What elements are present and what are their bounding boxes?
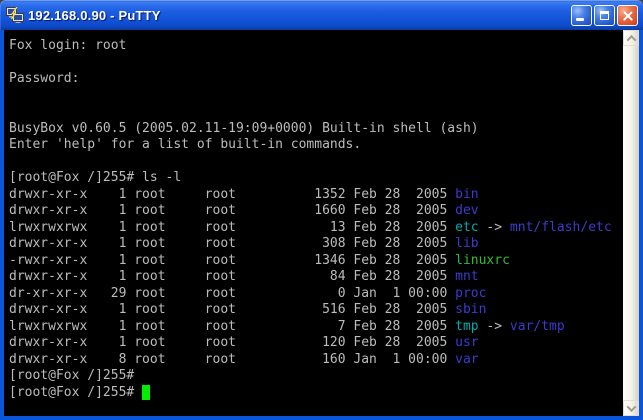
scrollbar <box>623 30 639 416</box>
close-icon <box>618 6 637 25</box>
scrollbar-up-button[interactable] <box>623 30 639 46</box>
maximize-button[interactable] <box>594 4 615 26</box>
terminal-line <box>9 88 623 105</box>
terminal-line: dr-xr-xr-x 29 root root 0 Jan 1 00:00 pr… <box>9 285 487 301</box>
terminal-line: Password: <box>9 71 80 86</box>
maximize-icon <box>600 10 609 20</box>
scrollbar-track[interactable] <box>623 46 639 400</box>
terminal-line: drwxr-xr-x 8 root root 160 Jan 1 00:00 v… <box>9 351 479 367</box>
terminal-output[interactable]: Fox login: root Password: BusyBox v0.60.… <box>4 30 623 416</box>
terminal-line: drwxr-xr-x 1 root root 516 Feb 28 2005 s… <box>9 302 487 317</box>
terminal-line: drwxr-xr-x 1 root root 84 Feb 28 2005 mn… <box>9 269 479 284</box>
terminal-line: Enter 'help' for a list of built-in comm… <box>9 137 362 152</box>
terminal-line: [root@Fox /]255# <box>9 384 623 402</box>
close-button[interactable] <box>617 4 638 26</box>
chevron-up-icon <box>626 34 636 45</box>
terminal-line: lrwxrwxrwx 1 root root 13 Feb 28 2005 et… <box>9 219 612 235</box>
terminal-line: drwxr-xr-x 1 root root 1352 Feb 28 2005 … <box>9 186 479 202</box>
terminal-line: drwxr-xr-x 1 root root 308 Feb 28 2005 l… <box>9 236 479 251</box>
window-controls <box>571 4 638 26</box>
terminal-line: -rwxr-xr-x 1 root root 1346 Feb 28 2005 … <box>9 252 510 268</box>
chevron-down-icon <box>626 401 636 412</box>
putty-icon[interactable] <box>6 7 24 23</box>
terminal-line <box>9 154 623 171</box>
minimize-icon <box>576 17 584 21</box>
terminal-cursor <box>142 384 150 400</box>
terminal-line: BusyBox v0.60.5 (2005.02.11-19:09+0000) … <box>9 120 479 136</box>
minimize-button[interactable] <box>571 4 592 26</box>
terminal-line <box>9 104 623 121</box>
terminal-line: lrwxrwxrwx 1 root root 7 Feb 28 2005 tmp… <box>9 318 565 334</box>
terminal-line: [root@Fox /]255# ls -l <box>9 170 182 185</box>
terminal-screen[interactable]: Fox login: root Password: BusyBox v0.60.… <box>4 30 639 416</box>
window-title: 192.168.0.90 - PuTTY <box>28 7 161 23</box>
scrollbar-down-button[interactable] <box>623 400 639 416</box>
title-bar[interactable]: 192.168.0.90 - PuTTY <box>0 0 643 30</box>
terminal-line: Fox login: root <box>9 38 127 53</box>
terminal-line: drwxr-xr-x 1 root root 1660 Feb 28 2005 … <box>9 203 479 218</box>
terminal-line: drwxr-xr-x 1 root root 120 Feb 28 2005 u… <box>9 335 479 350</box>
terminal-line: [root@Fox /]255# <box>9 368 135 383</box>
terminal-line <box>9 55 623 72</box>
